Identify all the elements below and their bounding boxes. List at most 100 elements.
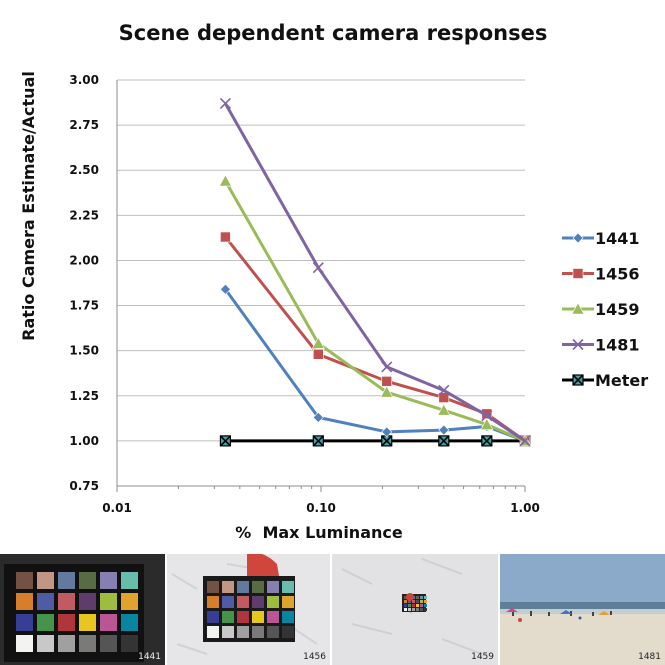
- photo-caption-1459: 1459: [471, 652, 494, 662]
- checker-patch: [79, 635, 96, 652]
- x-tick-label: 0.01: [102, 501, 132, 515]
- series-line: [224, 180, 526, 443]
- data-point: [480, 418, 494, 430]
- checker-patch: [412, 608, 415, 611]
- y-tick-label: 2.25: [69, 208, 99, 222]
- checker-patch: [424, 596, 427, 599]
- beach-scene-icon: [500, 554, 665, 665]
- checker-patch: [282, 596, 294, 608]
- y-tick-label: 1.00: [69, 434, 99, 448]
- x-axis-label: % Max Luminance: [235, 523, 403, 542]
- data-point: [381, 376, 393, 387]
- series: [218, 97, 532, 447]
- checker-patch: [237, 611, 249, 623]
- checker-patch: [267, 626, 279, 638]
- checker-patch: [222, 596, 234, 608]
- chart: Scene dependent camera responses 0.75 1.0…: [19, 21, 648, 542]
- data-point: [438, 435, 450, 447]
- checker-patch: [408, 604, 411, 607]
- checker-patch: [424, 600, 427, 603]
- checker-patch: [222, 626, 234, 638]
- y-axis-label: Ratio Camera Estimate/Actual: [19, 71, 38, 341]
- photo-small-checker: 1459: [332, 554, 498, 665]
- data-point: [380, 385, 394, 398]
- x-tick-label: 0.10: [306, 501, 336, 515]
- y-tick-label: 2.50: [69, 163, 99, 177]
- checker-patch: [404, 604, 407, 607]
- small-color-checker-icon: [332, 554, 498, 665]
- checker-patch: [207, 611, 219, 623]
- data-point: [571, 302, 585, 315]
- checker-patch: [37, 614, 54, 631]
- series-1441: [219, 283, 531, 447]
- photo-caption-1456: 1456: [303, 652, 326, 662]
- legend-label: 1459: [595, 300, 640, 319]
- checker-patch: [412, 604, 415, 607]
- photo-color-checker-closeup: 1441: [0, 554, 165, 665]
- checker-patch: [282, 626, 294, 638]
- y-tick-label: 2.00: [69, 253, 99, 267]
- checker-patch: [207, 581, 219, 593]
- checker-patch: [58, 593, 75, 610]
- photo-checker-on-sand: 1456: [167, 554, 330, 665]
- y-tick-label: 1.75: [69, 299, 99, 313]
- checker-patch: [37, 635, 54, 652]
- grid: [117, 79, 525, 442]
- checker-patch: [424, 604, 427, 607]
- data-point: [438, 392, 450, 403]
- checker-patch: [58, 614, 75, 631]
- series-1481: [219, 97, 531, 447]
- data-point: [218, 174, 232, 187]
- legend: 1441 1456 1459 1481 Meter: [562, 229, 648, 390]
- data-point: [572, 338, 584, 351]
- series-meter: [219, 435, 531, 447]
- data-point: [438, 384, 450, 396]
- checker-patch: [37, 593, 54, 610]
- axes: [116, 80, 526, 492]
- data-point: [219, 435, 231, 447]
- checker-patch: [404, 608, 407, 611]
- checker-patch: [267, 581, 279, 593]
- y-tick-label: 3.00: [69, 73, 99, 87]
- checker-patch: [282, 611, 294, 623]
- series-1459: [218, 174, 532, 447]
- checker-patch: [424, 608, 427, 611]
- color-checker-closeup-icon: [0, 554, 165, 665]
- checker-patch: [100, 593, 117, 610]
- checker-patch: [404, 600, 407, 603]
- checker-patch: [252, 596, 264, 608]
- photo-beach-scene: 1481: [500, 554, 665, 665]
- data-point: [381, 426, 393, 438]
- checker-patch: [207, 626, 219, 638]
- checker-patch: [121, 614, 138, 631]
- photo-caption-1441: 1441: [138, 652, 161, 662]
- data-point: [519, 435, 531, 447]
- checker-patch: [408, 608, 411, 611]
- checker-patch: [252, 626, 264, 638]
- y-tick-label: 2.75: [69, 118, 99, 132]
- legend-label: 1456: [595, 265, 640, 284]
- checker-patch: [252, 581, 264, 593]
- color-checker-on-sand-icon: [167, 554, 330, 665]
- data-point: [438, 424, 450, 436]
- data-point: [572, 374, 584, 386]
- checker-patch: [121, 635, 138, 652]
- tick-labels: 0.75 1.00 1.25 1.50 1.75 2.00 2.25 2.50 2.75 3.00…: [69, 73, 539, 515]
- photo-caption-1481: 1481: [638, 652, 661, 662]
- checker-patch: [37, 572, 54, 589]
- checker-patch: [100, 635, 117, 652]
- data-point: [437, 403, 451, 416]
- data-point: [572, 268, 584, 279]
- checker-patch: [207, 596, 219, 608]
- legend-item-meter: Meter: [562, 371, 648, 390]
- legend-label: 1481: [595, 336, 640, 355]
- checker-patch: [416, 604, 419, 607]
- series-line: [224, 102, 526, 443]
- data-point: [381, 435, 393, 447]
- series-line: [224, 288, 526, 443]
- checker-patch: [416, 600, 419, 603]
- x-tick-label: 1.00: [510, 501, 540, 515]
- checker-patch: [121, 593, 138, 610]
- legend-label: 1441: [595, 229, 640, 248]
- data-point: [219, 97, 231, 110]
